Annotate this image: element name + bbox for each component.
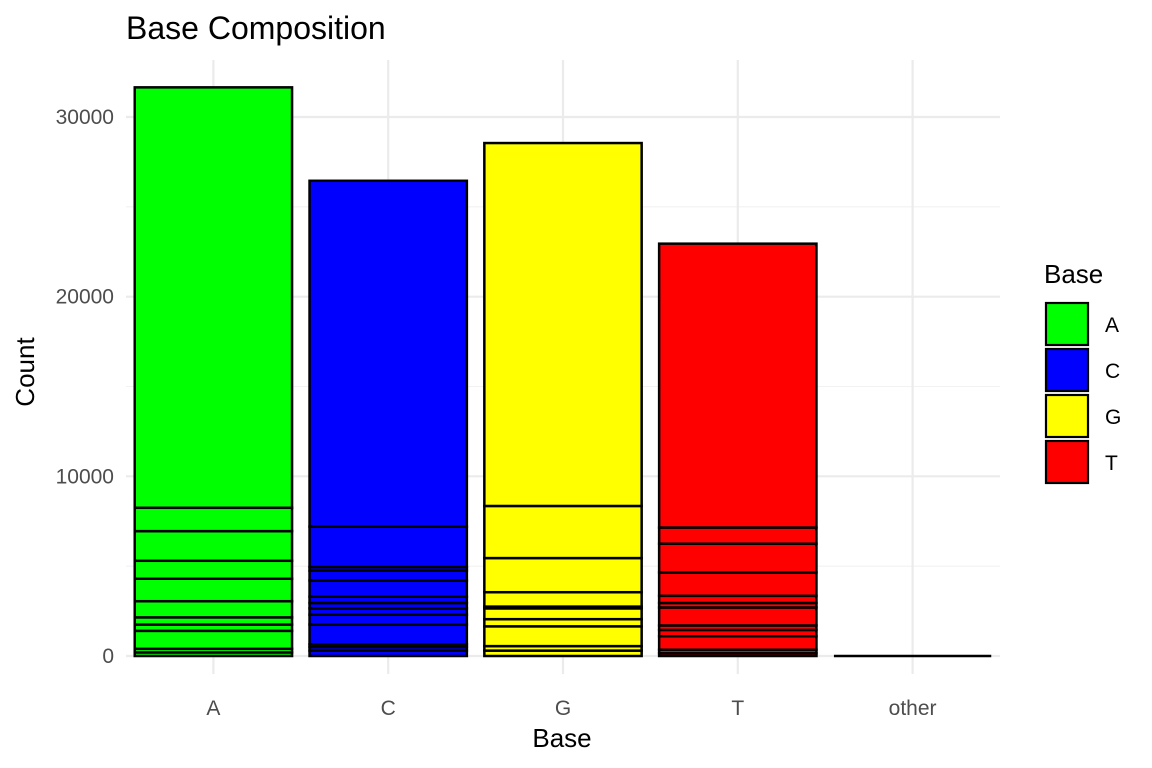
legend-key-a bbox=[1044, 301, 1090, 347]
bar-segment-a bbox=[133, 506, 294, 533]
bar-segment-c bbox=[308, 623, 469, 646]
legend-label: C bbox=[1105, 360, 1120, 383]
x-tick-label: G bbox=[555, 697, 571, 720]
bar-segment-a bbox=[133, 559, 294, 580]
bar-segment-c bbox=[308, 613, 469, 626]
y-axis-ticks: 0 10000 20000 30000 bbox=[56, 106, 114, 668]
bar-segment-t bbox=[657, 606, 818, 627]
x-tick-label: other bbox=[889, 697, 937, 720]
bar-segment-c bbox=[308, 179, 469, 528]
bar-segment-t bbox=[657, 634, 818, 651]
bar-segment-g bbox=[483, 556, 643, 594]
x-tick-label: T bbox=[731, 697, 744, 720]
bar-segment-c bbox=[308, 569, 469, 582]
y-tick-label: 10000 bbox=[56, 465, 114, 488]
bar-segment-t bbox=[657, 526, 818, 545]
legend-label: G bbox=[1105, 406, 1121, 429]
bar-segment-g bbox=[483, 625, 643, 648]
bar-segment-c bbox=[308, 579, 469, 598]
y-tick-label: 20000 bbox=[56, 286, 114, 309]
legend-label: A bbox=[1105, 314, 1119, 337]
bar-segment-g bbox=[483, 504, 643, 560]
bar-segment-a bbox=[133, 86, 294, 510]
legend-key-t bbox=[1044, 439, 1090, 485]
x-axis-title: Base bbox=[532, 723, 591, 753]
bar-segment-a bbox=[133, 599, 294, 619]
bar-segment-t bbox=[657, 571, 818, 598]
legend-key-g bbox=[1044, 393, 1090, 439]
bar-segment-a bbox=[133, 577, 294, 603]
bar-segment-t bbox=[657, 542, 818, 574]
bar-segment-t bbox=[657, 242, 818, 529]
bar-segment-g bbox=[483, 607, 643, 621]
bar-segment-g bbox=[483, 590, 643, 608]
bar-segment-g bbox=[483, 141, 643, 508]
bar-segment-a bbox=[133, 529, 294, 563]
bar-segment-a bbox=[133, 629, 294, 651]
chart-title: Base Composition bbox=[126, 10, 386, 46]
legend-label: T bbox=[1105, 452, 1118, 475]
x-tick-label: C bbox=[381, 697, 396, 720]
legend-key-c bbox=[1044, 347, 1090, 393]
y-axis-title: Count bbox=[10, 337, 40, 407]
bar-segment-c bbox=[308, 525, 469, 569]
bars bbox=[133, 86, 992, 658]
x-tick-label: A bbox=[206, 697, 220, 720]
y-tick-label: 0 bbox=[102, 645, 114, 668]
y-tick-label: 30000 bbox=[56, 106, 114, 129]
legend-title: Base bbox=[1044, 259, 1103, 289]
